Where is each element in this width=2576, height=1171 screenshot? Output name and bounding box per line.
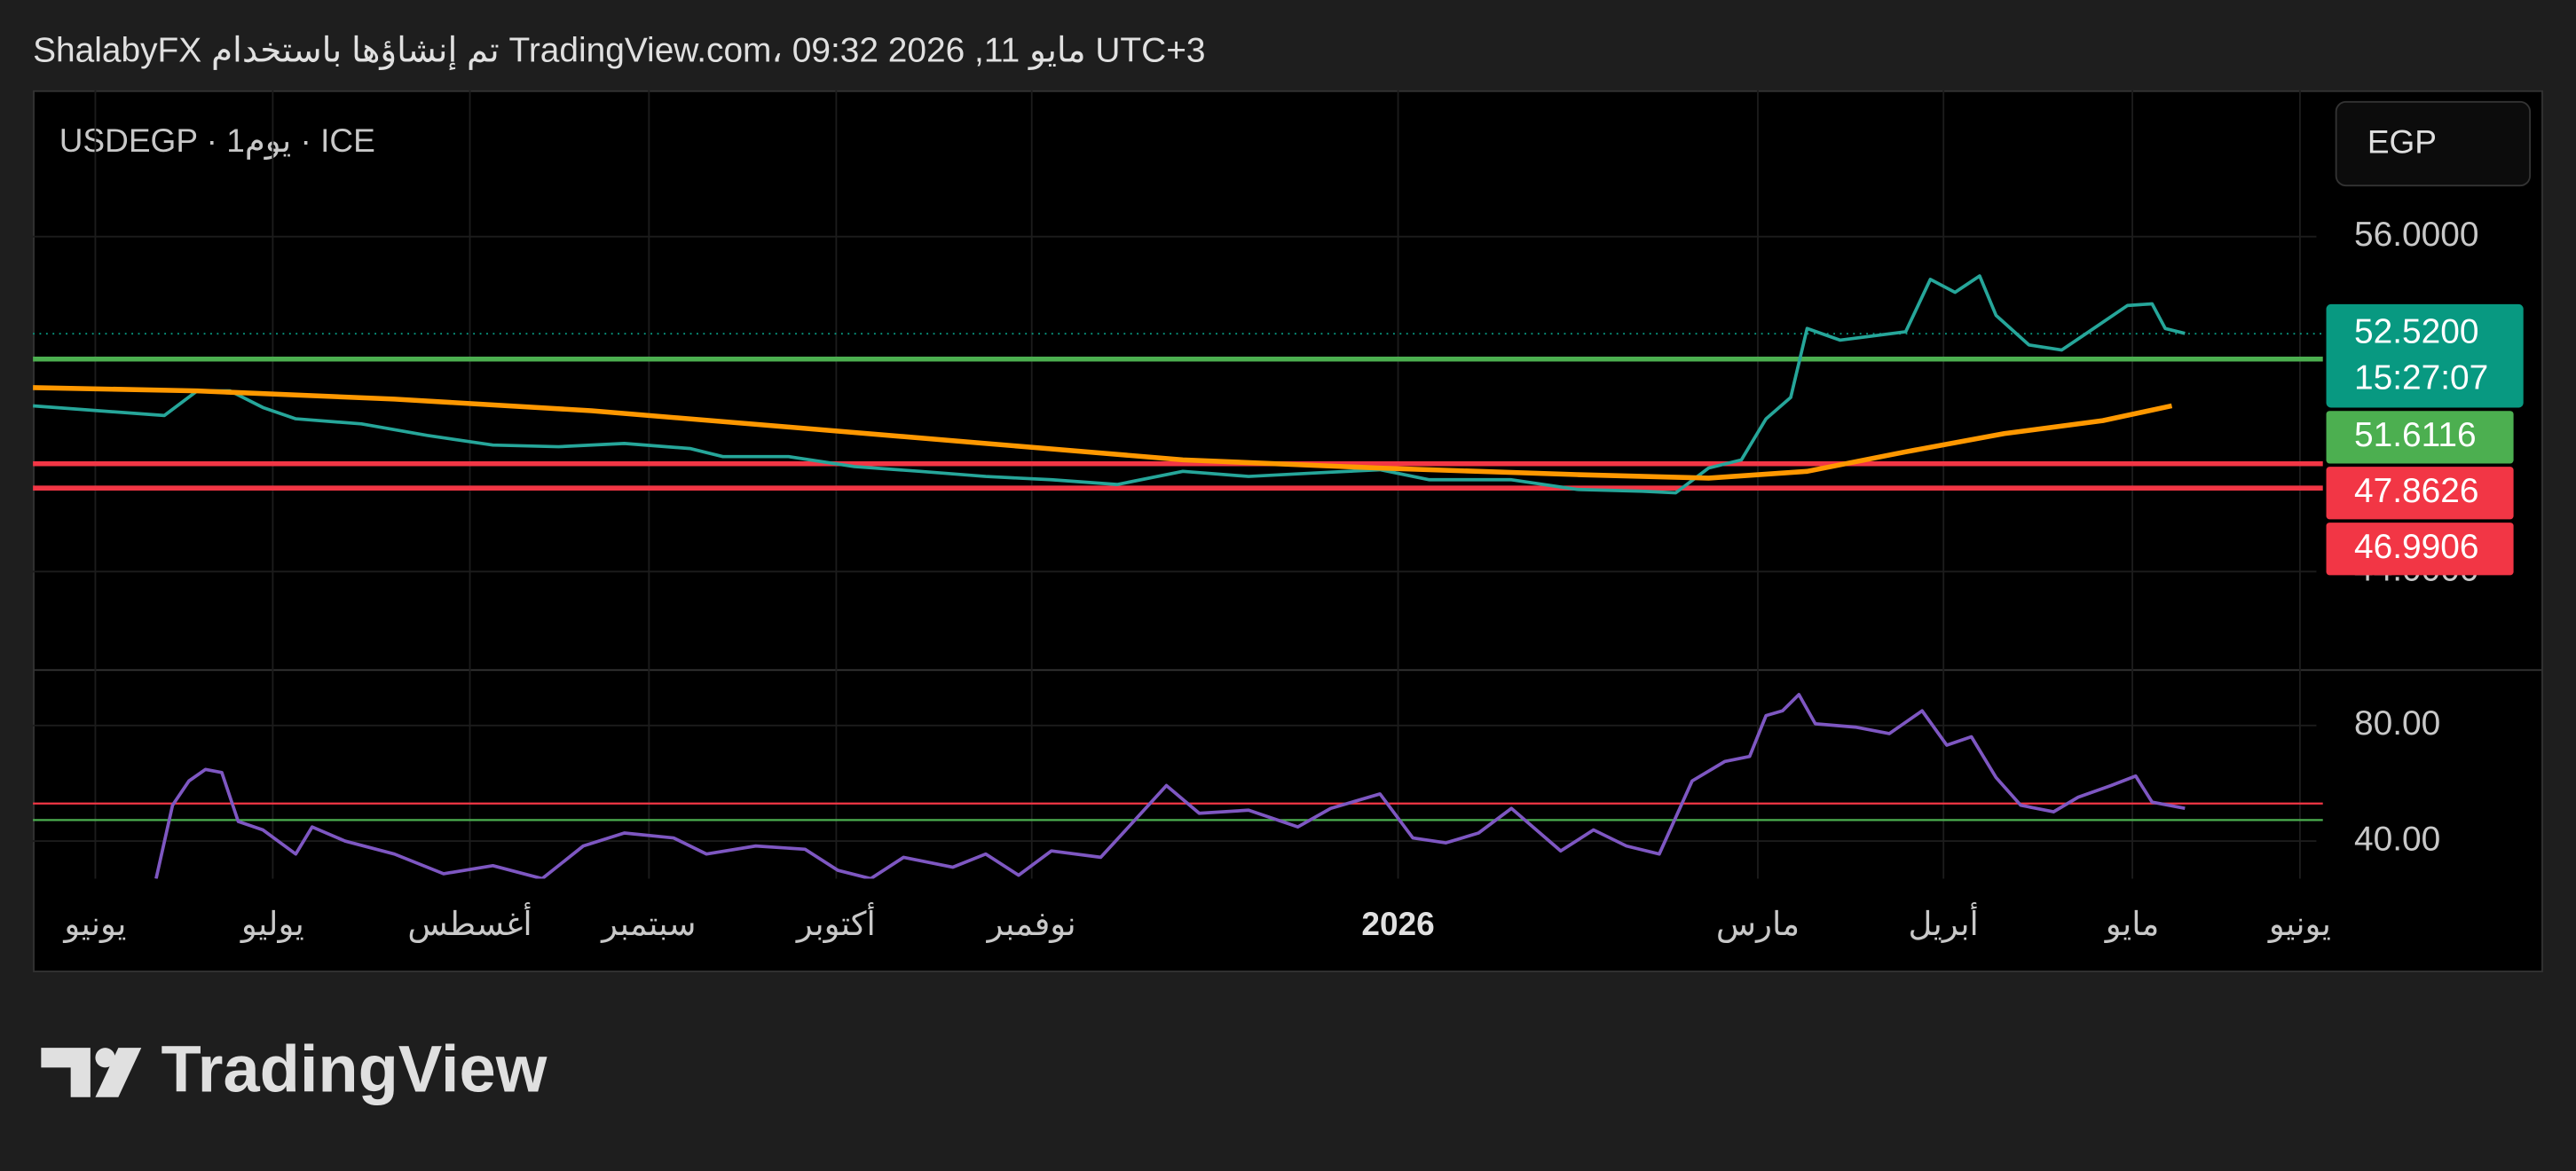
x-tick-label: نوفمبر: [986, 905, 1076, 944]
level-label: 51.6116: [2354, 416, 2477, 454]
x-tick-label: يوليو: [240, 905, 304, 944]
logo-text: TradingView: [161, 1032, 547, 1105]
x-tick-label: أغسطس: [407, 902, 532, 944]
level-badge: [2326, 411, 2514, 464]
x-tick-label: سبتمبر: [600, 905, 696, 944]
countdown-label: 15:27:07: [2354, 358, 2488, 397]
logo-icon: [95, 1048, 115, 1068]
x-tick-label: مايو: [2104, 905, 2160, 944]
x-tick-label: يونيو: [2267, 905, 2331, 944]
header-title: ShalabyFX تم إنشاؤها باستخدام TradingVie…: [33, 32, 1205, 71]
logo-icon: [95, 1048, 142, 1097]
x-tick-label: 2026: [1361, 905, 1434, 942]
currency-button[interactable]: [2335, 100, 2532, 187]
level-badge: [2326, 467, 2514, 520]
symbol-title: USDEGP · 1يوم · ICE: [59, 122, 375, 161]
level-badge: [2326, 523, 2514, 576]
level-label: 47.8626: [2354, 472, 2478, 510]
x-tick-label: أبريل: [1909, 902, 1979, 944]
y-tick-label: 56.0000: [2354, 216, 2478, 254]
level-label: 46.9906: [2354, 528, 2478, 566]
last-price-label: 52.5200: [2354, 312, 2478, 350]
currency-label[interactable]: EGP: [2367, 123, 2437, 161]
y-tick-label: 80.00: [2354, 704, 2440, 743]
x-tick-label: يونيو: [62, 905, 126, 944]
plot-area: [33, 693, 2323, 879]
x-tick-label: أكتوبر: [795, 902, 876, 944]
plot-area: [33, 274, 2323, 495]
y-tick-label: 40.00: [2354, 820, 2440, 858]
series-line: [154, 693, 2186, 879]
last-price-badge: [2326, 303, 2524, 408]
series-line: [33, 385, 2173, 481]
logo: TradingView: [41, 1032, 547, 1105]
logo-icon: [41, 1048, 91, 1097]
x-tick-label: مارس: [1716, 905, 1800, 944]
chart-frame: [33, 90, 2543, 972]
